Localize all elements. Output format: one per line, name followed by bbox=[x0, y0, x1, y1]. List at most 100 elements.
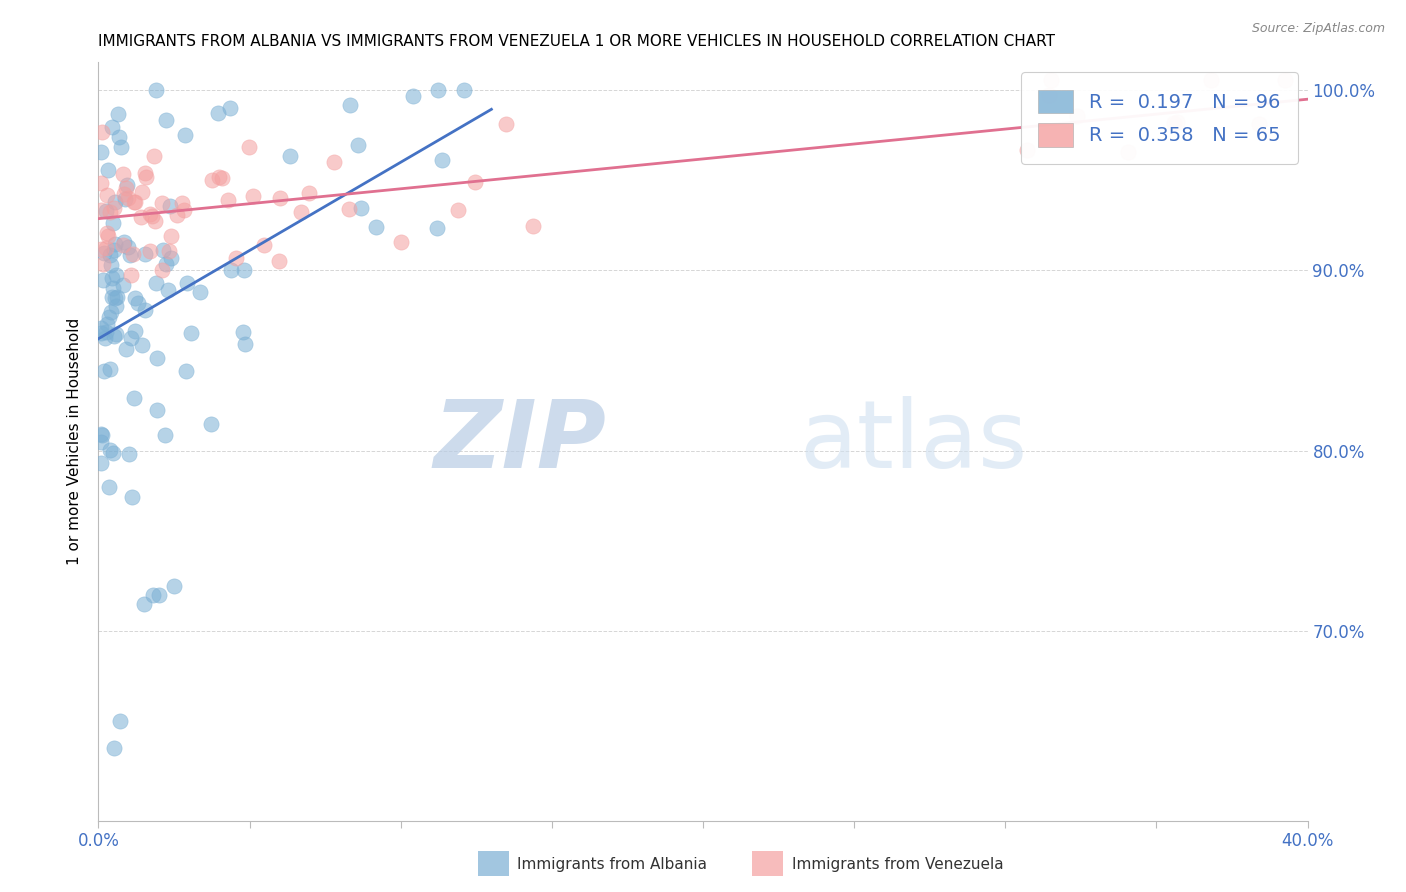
Point bbox=[91, 125, 114, 139]
Point bbox=[156, 284, 179, 298]
Point bbox=[347, 137, 370, 152]
Point bbox=[150, 196, 173, 211]
Point bbox=[495, 117, 517, 131]
Point bbox=[117, 239, 139, 253]
Point bbox=[104, 291, 127, 305]
Point bbox=[90, 321, 112, 335]
Point bbox=[1249, 117, 1271, 131]
Point bbox=[135, 169, 157, 184]
Point bbox=[1038, 88, 1060, 103]
Point bbox=[122, 391, 145, 405]
Point bbox=[131, 338, 153, 352]
Point bbox=[103, 202, 125, 216]
Point bbox=[298, 186, 321, 201]
Point bbox=[225, 251, 247, 265]
Point bbox=[90, 176, 112, 190]
Point bbox=[152, 262, 174, 277]
Point bbox=[100, 305, 122, 319]
Point bbox=[207, 169, 229, 184]
Text: ZIP: ZIP bbox=[433, 395, 606, 488]
Point bbox=[145, 82, 167, 96]
Point bbox=[134, 166, 156, 180]
Point bbox=[188, 285, 211, 299]
Point bbox=[97, 310, 120, 325]
Point bbox=[131, 186, 153, 200]
Point bbox=[207, 106, 229, 120]
Point bbox=[1116, 145, 1139, 159]
Point bbox=[389, 235, 412, 249]
Point bbox=[108, 714, 131, 729]
Point bbox=[160, 251, 183, 265]
Point bbox=[115, 178, 138, 192]
Point bbox=[108, 129, 131, 144]
Point bbox=[232, 325, 254, 339]
Point bbox=[90, 435, 112, 450]
Point bbox=[111, 167, 134, 181]
Point bbox=[118, 247, 141, 261]
Point bbox=[1017, 144, 1039, 158]
Point bbox=[337, 202, 360, 217]
Point bbox=[114, 192, 136, 206]
Point bbox=[1166, 115, 1188, 129]
Point bbox=[155, 113, 177, 128]
Point bbox=[90, 242, 112, 256]
Point bbox=[141, 209, 163, 223]
Point bbox=[219, 101, 242, 115]
Point bbox=[153, 427, 176, 442]
Point bbox=[464, 175, 486, 189]
Point bbox=[104, 194, 127, 209]
Point bbox=[145, 402, 167, 417]
Point bbox=[121, 490, 143, 504]
Point bbox=[339, 98, 361, 112]
Point bbox=[93, 246, 115, 260]
Point bbox=[96, 317, 118, 331]
Point bbox=[98, 361, 121, 376]
Point bbox=[105, 327, 128, 342]
Point bbox=[90, 202, 112, 217]
Point bbox=[402, 88, 425, 103]
Point bbox=[90, 145, 112, 160]
Point bbox=[120, 331, 142, 345]
Point bbox=[121, 247, 143, 261]
Point bbox=[143, 149, 166, 163]
Point bbox=[101, 289, 124, 303]
Point bbox=[114, 181, 136, 195]
Point bbox=[1199, 73, 1222, 87]
Point bbox=[152, 244, 174, 258]
Point bbox=[143, 214, 166, 228]
Point bbox=[98, 480, 121, 494]
Point bbox=[97, 228, 120, 243]
Point bbox=[110, 139, 132, 153]
Text: Source: ZipAtlas.com: Source: ZipAtlas.com bbox=[1251, 22, 1385, 36]
Point bbox=[322, 155, 344, 169]
Point bbox=[201, 173, 224, 187]
Point bbox=[112, 186, 135, 201]
Point bbox=[1274, 73, 1296, 87]
Point bbox=[122, 195, 145, 210]
Point bbox=[94, 203, 117, 218]
Point bbox=[94, 331, 117, 345]
Point bbox=[160, 229, 183, 244]
Point bbox=[242, 189, 264, 203]
Point bbox=[350, 201, 373, 215]
Point bbox=[173, 202, 195, 217]
Y-axis label: 1 or more Vehicles in Household: 1 or more Vehicles in Household bbox=[67, 318, 83, 566]
Point bbox=[290, 205, 312, 219]
Point bbox=[90, 326, 112, 340]
Point bbox=[200, 417, 222, 432]
Point bbox=[233, 262, 256, 277]
Point bbox=[173, 128, 195, 143]
Point bbox=[103, 329, 125, 343]
Point bbox=[96, 325, 118, 339]
Point bbox=[129, 211, 152, 225]
Point bbox=[105, 290, 128, 304]
Point bbox=[100, 259, 122, 273]
Point bbox=[1040, 73, 1063, 87]
Point bbox=[159, 198, 181, 212]
Point bbox=[146, 351, 169, 366]
Text: Immigrants from Venezuela: Immigrants from Venezuela bbox=[792, 857, 1004, 871]
Point bbox=[157, 244, 180, 258]
Point bbox=[93, 363, 115, 377]
Point bbox=[278, 149, 301, 163]
Point bbox=[426, 220, 449, 235]
